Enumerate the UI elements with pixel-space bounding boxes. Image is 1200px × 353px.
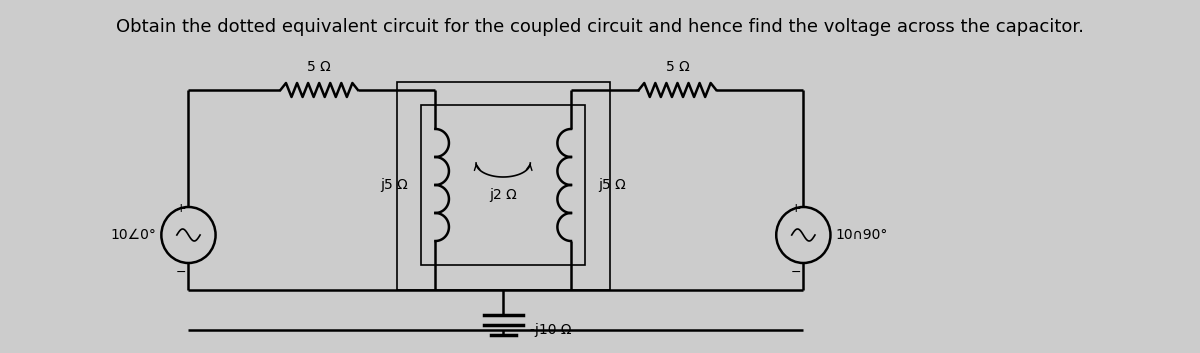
Text: j5 Ω: j5 Ω [598,178,626,192]
Text: -j10 Ω: -j10 Ω [530,323,571,337]
Text: j2 Ω: j2 Ω [490,188,517,202]
Text: +: + [791,202,800,215]
Circle shape [776,207,830,263]
Text: 5 Ω: 5 Ω [666,60,689,74]
Circle shape [161,207,216,263]
Text: 10∠0°: 10∠0° [110,228,156,242]
Text: +: + [175,202,186,215]
Bar [397,82,610,290]
Text: 5 Ω: 5 Ω [307,60,331,74]
Text: −: − [175,266,186,279]
Bar [421,105,586,265]
Text: j5 Ω: j5 Ω [380,178,408,192]
Text: Obtain the dotted equivalent circuit for the coupled circuit and hence find the : Obtain the dotted equivalent circuit for… [116,18,1084,36]
Text: −: − [791,266,800,279]
Text: 10∩90°: 10∩90° [835,228,888,242]
